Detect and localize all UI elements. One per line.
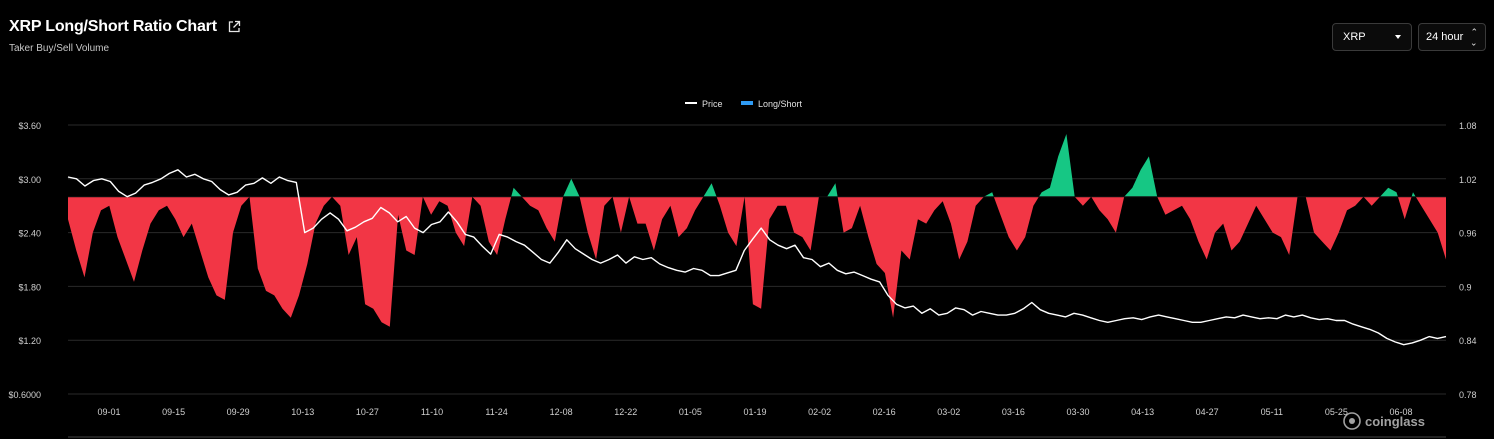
- up-down-arrows-icon: ⌃ ⌃: [1470, 27, 1478, 48]
- y-left-tick-label: $3.60: [18, 121, 41, 131]
- long-short-area-negative: [744, 196, 819, 309]
- x-tick-label: 05-11: [1261, 407, 1283, 417]
- x-tick-label: 02-02: [808, 407, 831, 417]
- external-link-icon[interactable]: [227, 20, 241, 34]
- long-short-area-negative: [332, 196, 423, 327]
- long-short-area-negative: [68, 196, 250, 300]
- x-tick-label: 05-25: [1325, 407, 1348, 417]
- long-short-area-negative: [1091, 196, 1125, 233]
- long-short-area-positive: [563, 178, 580, 197]
- page-title: XRP Long/Short Ratio Chart: [9, 18, 217, 35]
- long-short-area-positive: [1411, 192, 1416, 197]
- y-left-tick-label: $1.20: [18, 336, 41, 346]
- long-short-area-negative: [1397, 196, 1412, 220]
- x-tick-label: 11-10: [421, 407, 443, 417]
- y-right-tick-label: 1.02: [1459, 175, 1477, 185]
- price-line: [67, 169, 1447, 346]
- legend-longshort-swatch: [741, 101, 753, 105]
- long-short-area-positive: [511, 187, 522, 197]
- watermark: coinglass: [1343, 412, 1425, 430]
- x-tick-label: 09-15: [162, 407, 185, 417]
- coinglass-logo-icon: [1343, 412, 1361, 430]
- y-right-tick-label: 1.08: [1459, 121, 1477, 131]
- long-short-area-negative: [1305, 196, 1364, 251]
- x-tick-label: 02-16: [873, 407, 896, 417]
- chart-header: XRP Long/Short Ratio Chart Taker Buy/Sel…: [9, 18, 241, 54]
- x-tick-label: 03-02: [937, 407, 960, 417]
- long-short-area-positive: [1124, 156, 1158, 197]
- y-left-tick-label: $0.6000: [8, 390, 41, 400]
- long-short-area-negative: [1157, 196, 1298, 260]
- coin-select-value: XRP: [1343, 31, 1366, 43]
- long-short-area-negative: [249, 196, 333, 318]
- long-short-area-negative: [716, 196, 745, 247]
- y-right-tick-label: 0.78: [1459, 390, 1477, 400]
- y-left-tick-label: $3.00: [18, 175, 41, 185]
- y-left-tick-label: $1.80: [18, 282, 41, 292]
- x-tick-label: 01-19: [743, 407, 766, 417]
- watermark-text: coinglass: [1365, 413, 1425, 429]
- long-short-area-positive: [983, 192, 994, 197]
- x-tick-label: 04-27: [1196, 407, 1219, 417]
- x-tick-label: 09-29: [227, 407, 250, 417]
- long-short-area-negative: [1074, 196, 1092, 206]
- long-short-area-negative: [472, 196, 512, 255]
- long-short-area-negative: [612, 196, 630, 233]
- legend-price-label: Price: [702, 99, 723, 109]
- y-right-tick-label: 0.96: [1459, 229, 1477, 239]
- y-right-tick-label: 0.9: [1459, 282, 1472, 292]
- long-short-area-negative: [1415, 196, 1446, 260]
- x-tick-label: 12-22: [614, 407, 637, 417]
- long-short-area-negative: [422, 196, 473, 247]
- long-short-area-negative: [629, 196, 704, 251]
- x-tick-label: 03-30: [1066, 407, 1089, 417]
- chevron-down-icon: [1395, 35, 1401, 39]
- long-short-area-positive: [827, 183, 838, 197]
- x-tick-label: 10-13: [291, 407, 314, 417]
- y-left-tick-label: $2.40: [18, 229, 41, 239]
- page-subtitle: Taker Buy/Sell Volume: [9, 43, 110, 54]
- long-short-area-negative: [1363, 196, 1380, 206]
- x-tick-label: 10-27: [356, 407, 379, 417]
- long-short-area-positive: [1038, 134, 1075, 197]
- x-tick-label: 04-13: [1131, 407, 1154, 417]
- interval-select[interactable]: 24 hour ⌃ ⌃: [1418, 23, 1486, 51]
- interval-select-value: 24 hour: [1426, 31, 1464, 43]
- y-right-tick-label: 0.84: [1459, 336, 1477, 346]
- x-tick-label: 09-01: [97, 407, 120, 417]
- x-tick-label: 12-08: [550, 407, 573, 417]
- long-short-area-negative: [993, 196, 1039, 251]
- chart-controls: XRP 24 hour ⌃ ⌃: [1332, 23, 1486, 51]
- long-short-area-negative: [521, 196, 564, 242]
- x-tick-label: 06-08: [1389, 407, 1412, 417]
- long-short-area-negative: [837, 196, 984, 318]
- x-tick-label: 01-05: [679, 407, 702, 417]
- x-tick-label: 11-24: [485, 407, 507, 417]
- legend-longshort-label: Long/Short: [758, 99, 803, 109]
- long-short-area-positive: [703, 183, 717, 197]
- long-short-area-positive: [1379, 187, 1398, 197]
- long-short-area-negative: [579, 196, 613, 260]
- coin-select[interactable]: XRP: [1332, 23, 1412, 51]
- x-tick-label: 03-16: [1002, 407, 1025, 417]
